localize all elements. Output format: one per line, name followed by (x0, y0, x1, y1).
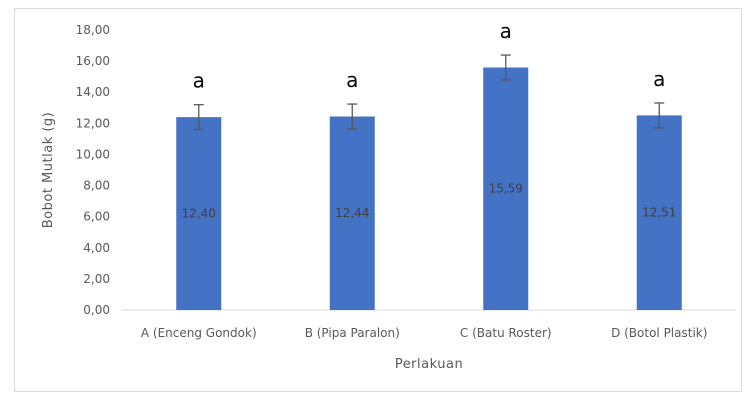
bars: 12,40 a 12,44 a 15,59 a 12,51 a (176, 19, 682, 311)
x-tick-label: B (Pipa Paralon) (305, 326, 400, 340)
y-tick-label: 6,00 (83, 210, 110, 224)
y-tick-label: 4,00 (83, 241, 110, 255)
chart-frame (14, 8, 742, 392)
x-tick-label: A (Enceng Gondok) (141, 326, 257, 340)
y-tick-label: 12,00 (76, 116, 110, 130)
data-label: 12,40 (182, 207, 216, 221)
y-tick-label: 0,00 (83, 303, 110, 317)
y-tick-label: 16,00 (76, 54, 110, 68)
y-tick-label: 8,00 (83, 179, 110, 193)
y-tick-label: 10,00 (76, 147, 110, 161)
bar (636, 115, 682, 311)
x-tick-label: C (Batu Roster) (460, 326, 552, 340)
significance-label: a (653, 67, 665, 91)
x-axis-ticks: A (Enceng Gondok) B (Pipa Paralon) C (Batu… (141, 326, 708, 340)
y-tick-label: 2,00 (83, 272, 110, 286)
significance-label: a (500, 19, 512, 43)
data-label: 12,51 (642, 206, 676, 220)
bar (329, 116, 375, 310)
y-axis-ticks: 0,00 2,00 4,00 6,00 8,00 10,00 12,00 14,00 16,00… (76, 23, 110, 317)
y-tick-label: 18,00 (76, 23, 110, 37)
x-tick-label: D (Botol Plastik) (611, 326, 707, 340)
y-tick-label: 14,00 (76, 85, 110, 99)
data-label: 12,44 (335, 206, 369, 220)
significance-label: a (346, 68, 358, 92)
bar (176, 117, 222, 310)
bar (483, 67, 529, 310)
y-axis-title: Bobot Mutlak (g) (41, 112, 56, 229)
significance-label: a (193, 69, 205, 93)
x-axis-title: Perlakuan (395, 357, 463, 372)
data-label: 15,59 (489, 182, 523, 196)
